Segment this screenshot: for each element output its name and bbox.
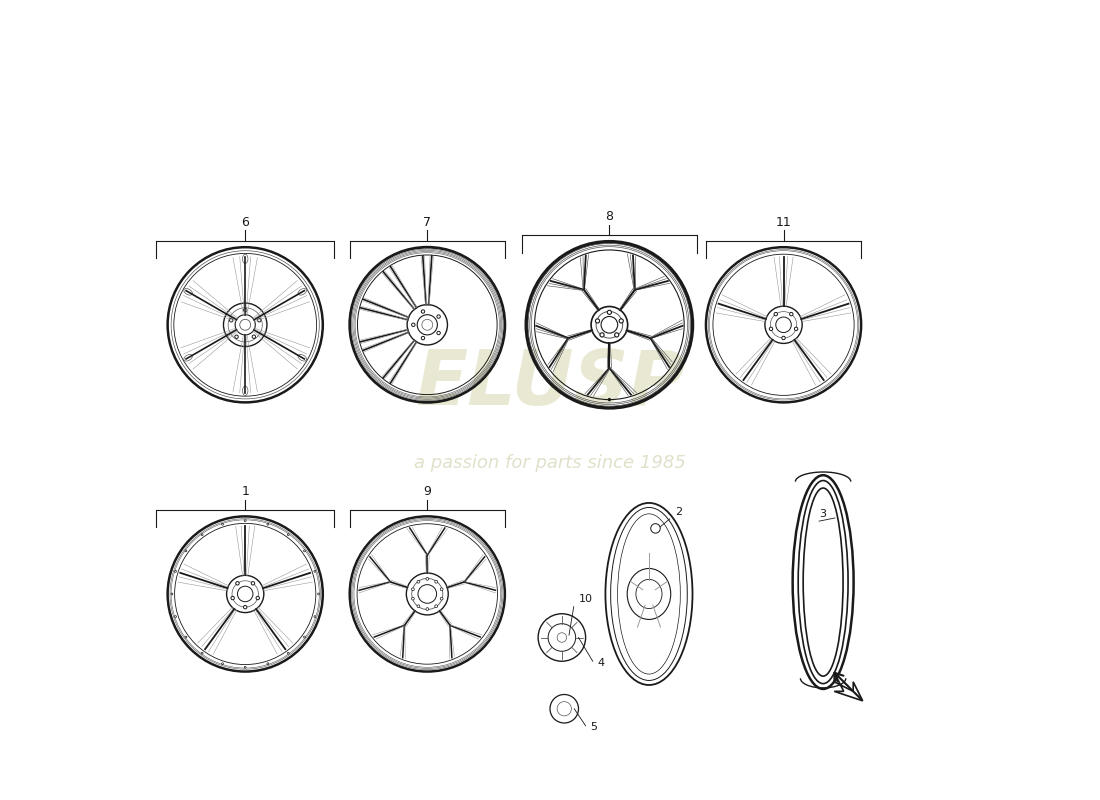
Circle shape [782,336,785,340]
Circle shape [615,333,619,337]
Circle shape [774,313,778,316]
Circle shape [607,310,612,314]
Circle shape [619,319,624,323]
Circle shape [411,598,415,600]
Text: 11: 11 [776,216,791,229]
Text: 9: 9 [424,485,431,498]
Circle shape [304,550,306,552]
Circle shape [411,323,415,326]
Circle shape [304,636,306,638]
Circle shape [267,523,268,525]
Circle shape [185,636,187,638]
Circle shape [287,652,289,654]
Circle shape [434,605,438,607]
Circle shape [231,596,234,600]
Circle shape [201,534,203,535]
Circle shape [243,606,246,609]
Circle shape [201,652,203,654]
Circle shape [230,318,233,322]
Circle shape [421,310,425,314]
Text: 2: 2 [675,506,682,517]
Circle shape [244,666,246,668]
Circle shape [234,335,239,338]
Circle shape [417,605,420,607]
Circle shape [600,333,604,337]
Circle shape [417,580,420,583]
Circle shape [221,523,223,525]
Circle shape [434,580,438,583]
Circle shape [440,598,443,600]
Text: 1: 1 [241,485,249,498]
Circle shape [790,313,793,316]
Circle shape [411,588,415,590]
Circle shape [287,534,289,535]
Circle shape [651,524,660,533]
Circle shape [421,336,425,340]
Circle shape [437,315,440,318]
Circle shape [221,662,223,665]
Circle shape [595,319,600,323]
Text: ELUSP: ELUSP [415,347,685,421]
Text: 4: 4 [597,658,605,668]
Circle shape [185,550,187,552]
Circle shape [267,662,268,665]
Circle shape [252,335,255,338]
Circle shape [257,318,261,322]
Circle shape [175,570,176,572]
Circle shape [314,616,316,618]
Text: 5: 5 [590,722,597,732]
Circle shape [426,608,429,610]
Circle shape [244,520,246,522]
Text: a passion for parts since 1985: a passion for parts since 1985 [414,454,686,472]
Circle shape [426,578,429,580]
Circle shape [243,308,246,312]
Circle shape [235,582,239,585]
Circle shape [314,570,316,572]
Text: 7: 7 [424,216,431,229]
Text: 3: 3 [820,510,826,519]
Circle shape [170,593,173,595]
Text: 10: 10 [579,594,593,604]
Circle shape [440,588,443,590]
Text: 6: 6 [241,216,249,229]
Circle shape [794,327,797,330]
Circle shape [608,398,611,401]
Circle shape [251,582,255,585]
Circle shape [318,593,319,595]
Circle shape [256,596,260,600]
Circle shape [175,616,176,618]
Circle shape [769,327,772,330]
Circle shape [437,331,440,334]
Text: 8: 8 [605,210,614,223]
